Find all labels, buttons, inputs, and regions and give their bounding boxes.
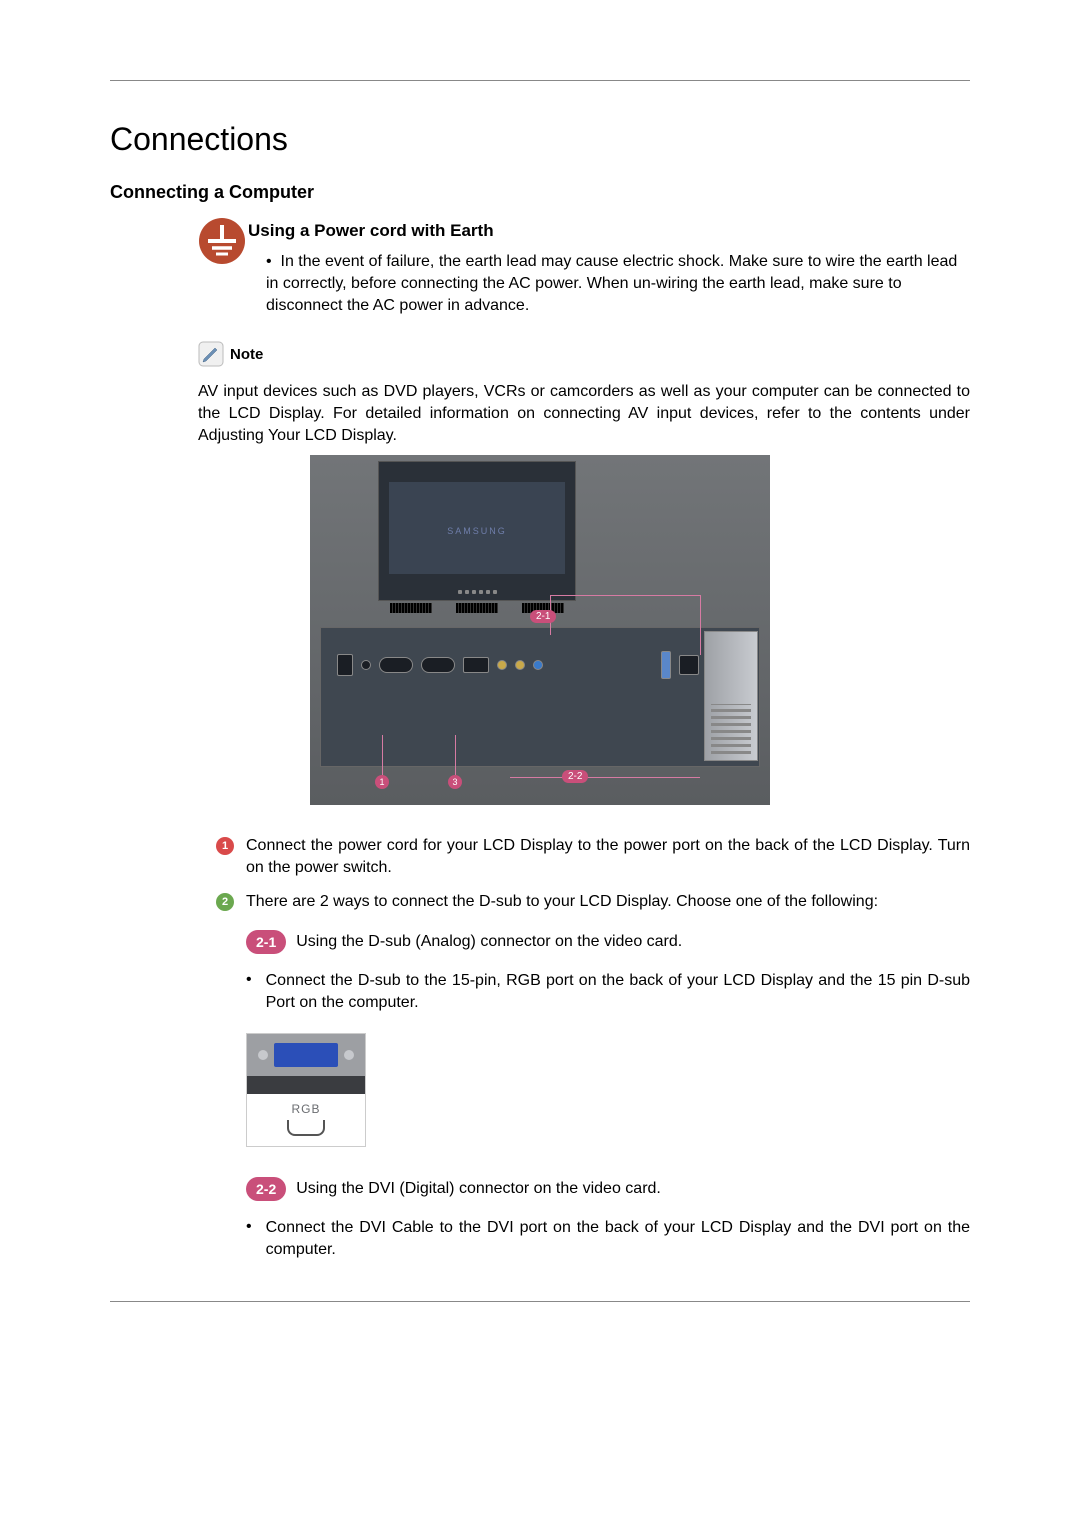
- bullet-2-2-text: Connect the DVI Cable to the DVI port on…: [266, 1217, 970, 1260]
- rgb-port-figure: RGB: [246, 1033, 366, 1147]
- page-title: Connections: [110, 121, 970, 158]
- vga-connector-icon: [274, 1043, 338, 1067]
- earth-body-text: In the event of failure, the earth lead …: [266, 253, 957, 314]
- note-label: Note: [230, 346, 263, 363]
- substep-2-1: 2-1 Using the D-sub (Analog) connector o…: [246, 930, 970, 954]
- tag-2-1: 2-1: [246, 930, 286, 954]
- diagram-pc-tower: [704, 631, 758, 761]
- rgb-figure-divider: [247, 1076, 365, 1094]
- diagram-monitor-logo: SAMSUNG: [389, 526, 565, 536]
- bullet-2-1: • Connect the D-sub to the 15-pin, RGB p…: [246, 970, 970, 1013]
- diagram-monitor-buttons: [379, 590, 575, 594]
- diagram-callout-2-2: 2-2: [562, 770, 588, 783]
- diagram-ports-row: [337, 640, 699, 690]
- step-2-text: There are 2 ways to connect the D-sub to…: [246, 891, 970, 913]
- earth-ground-icon: [198, 217, 246, 265]
- tag-2-2: 2-2: [246, 1177, 286, 1201]
- step-badge-2: 2: [216, 893, 234, 911]
- earth-text-block: Using a Power cord with Earth • In the e…: [254, 221, 970, 317]
- substep-2-2: 2-2 Using the DVI (Digital) connector on…: [246, 1177, 970, 1201]
- diagram-callout-2-1: 2-1: [530, 610, 556, 623]
- bullet-2-2: • Connect the DVI Cable to the DVI port …: [246, 1217, 970, 1260]
- bullet-dot-icon: •: [246, 1217, 252, 1260]
- rule-bottom: [110, 1301, 970, 1302]
- earth-body: • In the event of failure, the earth lea…: [254, 251, 970, 317]
- pencil-note-icon: [198, 341, 224, 367]
- substep-2-1-text: Using the D-sub (Analog) connector on th…: [296, 933, 682, 951]
- jack-shape-icon: [287, 1120, 325, 1136]
- diagram-back-panel: [320, 627, 760, 767]
- earth-heading: Using a Power cord with Earth: [248, 221, 970, 241]
- note-header: Note: [198, 341, 970, 367]
- step-1: 1 Connect the power cord for your LCD Di…: [216, 835, 970, 878]
- rgb-connector-top: [247, 1034, 365, 1076]
- bullet-dot-icon: •: [246, 970, 252, 1013]
- rule-top: [110, 80, 970, 81]
- connection-diagram: SAMSUNG: [110, 455, 970, 805]
- diagram-monitor-front: SAMSUNG: [378, 461, 576, 601]
- step-2: 2 There are 2 ways to connect the D-sub …: [216, 891, 970, 913]
- steps-list: 1 Connect the power cord for your LCD Di…: [216, 835, 970, 912]
- document-page: Connections Connecting a Computer Using …: [0, 0, 1080, 1362]
- earth-warning-block: Using a Power cord with Earth • In the e…: [198, 221, 970, 317]
- step-1-text: Connect the power cord for your LCD Disp…: [246, 835, 970, 878]
- step-badge-1: 1: [216, 837, 234, 855]
- diagram-monitor-screen: SAMSUNG: [389, 482, 565, 574]
- diagram-panel: SAMSUNG: [310, 455, 770, 805]
- note-body: AV input devices such as DVD players, VC…: [198, 381, 970, 447]
- substep-2-2-text: Using the DVI (Digital) connector on the…: [296, 1180, 661, 1198]
- bullet-2-1-text: Connect the D-sub to the 15-pin, RGB por…: [266, 970, 970, 1013]
- section-subtitle: Connecting a Computer: [110, 182, 970, 203]
- rgb-port-label: RGB: [247, 1094, 365, 1120]
- rgb-port-jack: [247, 1120, 365, 1146]
